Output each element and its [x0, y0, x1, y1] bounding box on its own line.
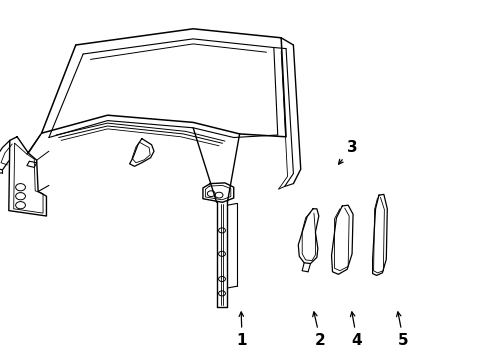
Text: 5: 5	[396, 312, 408, 348]
Text: 4: 4	[350, 312, 362, 348]
Text: 3: 3	[338, 140, 357, 164]
Text: 1: 1	[236, 312, 247, 348]
Text: 2: 2	[312, 312, 325, 348]
